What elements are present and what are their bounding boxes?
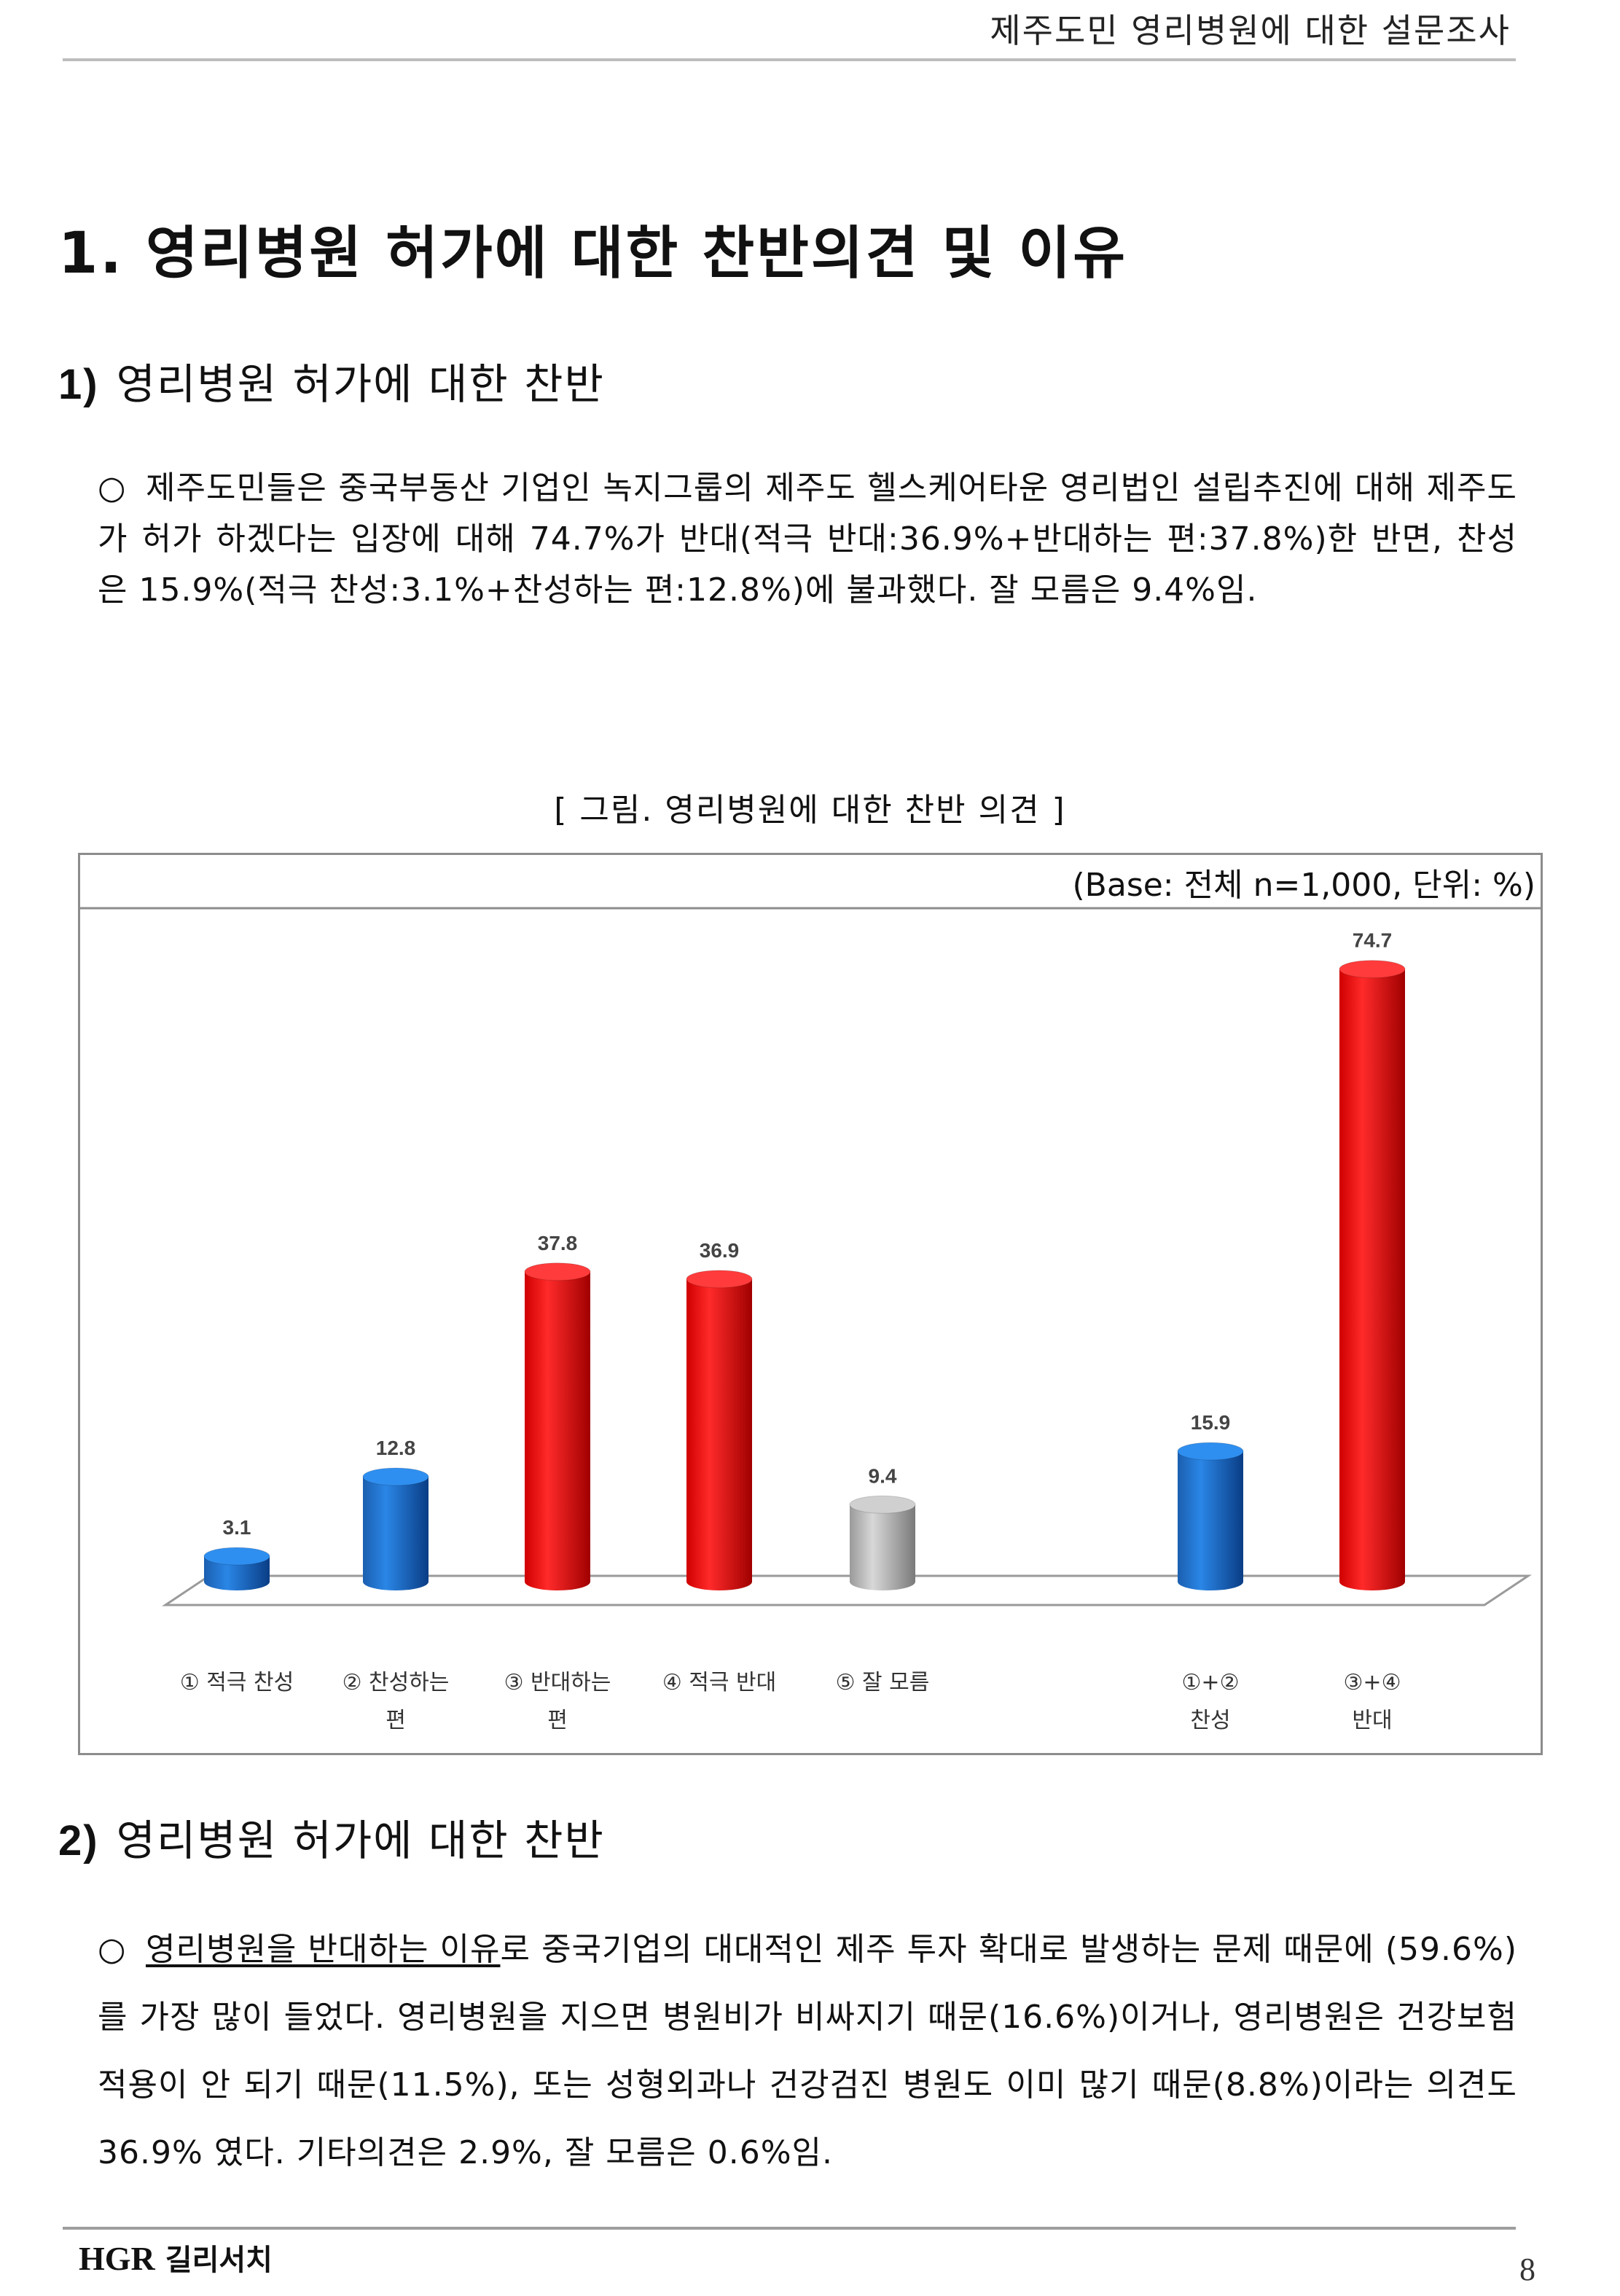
footer-divider bbox=[63, 2227, 1516, 2230]
bar-3 bbox=[686, 1270, 753, 1590]
bar-top-7 bbox=[1339, 960, 1406, 979]
chart-labels: 3.1 12.8 37.8 36.9 9.4 15.9 74.7 bbox=[223, 929, 1393, 1539]
bar-6 bbox=[1177, 1442, 1244, 1590]
bar-top-6 bbox=[1177, 1442, 1244, 1461]
bullet-circle-icon: ○ bbox=[98, 1931, 127, 1968]
subsection-2-heading: 2) 영리병원 허가에 대한 찬반 bbox=[58, 1806, 605, 1867]
data-label-7: 74.7 bbox=[1353, 929, 1393, 952]
data-label-4: 9.4 bbox=[869, 1464, 897, 1487]
data-label-2: 37.8 bbox=[538, 1232, 578, 1254]
subsection-1-heading: 1) 영리병원 허가에 대한 찬반 bbox=[58, 350, 605, 411]
logo-hgr-text: HGR bbox=[79, 2240, 155, 2277]
subsection-1-title: 영리병원 허가에 대한 찬반 bbox=[116, 359, 605, 409]
chart-bars bbox=[203, 960, 1406, 1590]
bar-body-4 bbox=[850, 1504, 915, 1582]
underlined-lead-text: 영리병원을 반대하는 이유 bbox=[146, 1931, 501, 1968]
page-number: 8 bbox=[1519, 2252, 1535, 2287]
section-title: 1. 영리병원 허가에 대한 찬반의견 및 이유 bbox=[58, 221, 1127, 286]
bar-top-0 bbox=[203, 1547, 270, 1566]
bar-body-6 bbox=[1178, 1451, 1243, 1582]
header-divider bbox=[63, 58, 1516, 61]
bar-top-4 bbox=[849, 1495, 916, 1514]
paragraph-1-text: 제주도민들은 중국부동산 기업인 녹지그룹의 제주도 헬스케어타운 영리법인 설… bbox=[98, 469, 1517, 609]
company-logo: HGR 길리서치 bbox=[79, 2236, 273, 2279]
bar-body-3 bbox=[686, 1278, 752, 1582]
bar-body-2 bbox=[525, 1271, 590, 1582]
category-label-7-1: 반대 bbox=[1352, 1708, 1392, 1733]
category-label-2-0: ③ 반대하는 bbox=[504, 1670, 611, 1695]
subsection-2-paragraph: ○ 영리병원을 반대하는 이유로 중국기업의 대대적인 제주 투자 확대로 발생하… bbox=[98, 1916, 1517, 2187]
figure-caption: [ 그림. 영리병원에 대한 찬반 의견 ] bbox=[554, 792, 1066, 829]
data-label-1: 12.8 bbox=[376, 1437, 416, 1459]
paragraph-2-text: 로 중국기업의 대대적인 제주 투자 확대로 발생하는 문제 때문에 (59.6… bbox=[98, 1931, 1517, 2171]
category-label-7-0: ③+④ bbox=[1344, 1670, 1401, 1695]
bar-top-3 bbox=[686, 1270, 753, 1289]
category-label-3-0: ④ 적극 반대 bbox=[662, 1670, 776, 1695]
running-header: 제주도민 영리병원에 대한 설문조사 bbox=[990, 11, 1511, 50]
data-label-3: 36.9 bbox=[700, 1239, 740, 1262]
bar-top-1 bbox=[362, 1467, 429, 1486]
category-label-1-0: ② 찬성하는 bbox=[343, 1670, 450, 1695]
bar-4 bbox=[849, 1495, 916, 1590]
data-label-0: 3.1 bbox=[223, 1516, 251, 1539]
category-label-0-0: ① 적극 찬성 bbox=[180, 1670, 294, 1695]
chart-base-note: (Base: 전체 n=1,000, 단위: %) bbox=[1072, 867, 1536, 904]
chart-frame bbox=[78, 853, 1543, 1755]
bar-2 bbox=[524, 1262, 591, 1590]
category-label-4-0: ⑤ 잘 모름 bbox=[836, 1670, 930, 1695]
bar-7 bbox=[1339, 960, 1406, 1590]
bullet-circle-icon: ○ bbox=[98, 469, 127, 507]
bar-top-2 bbox=[524, 1262, 591, 1281]
bar-body-7 bbox=[1339, 969, 1405, 1582]
bar-0 bbox=[203, 1547, 270, 1590]
category-label-2-1: 편 bbox=[547, 1708, 568, 1733]
data-label-6: 15.9 bbox=[1191, 1411, 1231, 1434]
category-label-6-1: 찬성 bbox=[1190, 1708, 1230, 1733]
bar-body-1 bbox=[363, 1477, 429, 1582]
bar-1 bbox=[362, 1467, 429, 1590]
subsection-1-number: 1) bbox=[58, 361, 99, 408]
logo-korean-text: 길리서치 bbox=[165, 2244, 273, 2277]
subsection-1-paragraph: ○ 제주도민들은 중국부동산 기업인 녹지그룹의 제주도 헬스케어타운 영리법인 … bbox=[98, 463, 1517, 616]
subsection-2-title: 영리병원 허가에 대한 찬반 bbox=[116, 1816, 605, 1865]
subsection-2-number: 2) bbox=[58, 1817, 99, 1864]
bar-chart: 3.1 12.8 37.8 36.9 9.4 15.9 74.7 ① 적극 찬성 ② 찬성하는… bbox=[78, 907, 1543, 1733]
category-label-6-0: ①+② bbox=[1182, 1670, 1240, 1695]
category-label-1-1: 편 bbox=[386, 1708, 406, 1733]
